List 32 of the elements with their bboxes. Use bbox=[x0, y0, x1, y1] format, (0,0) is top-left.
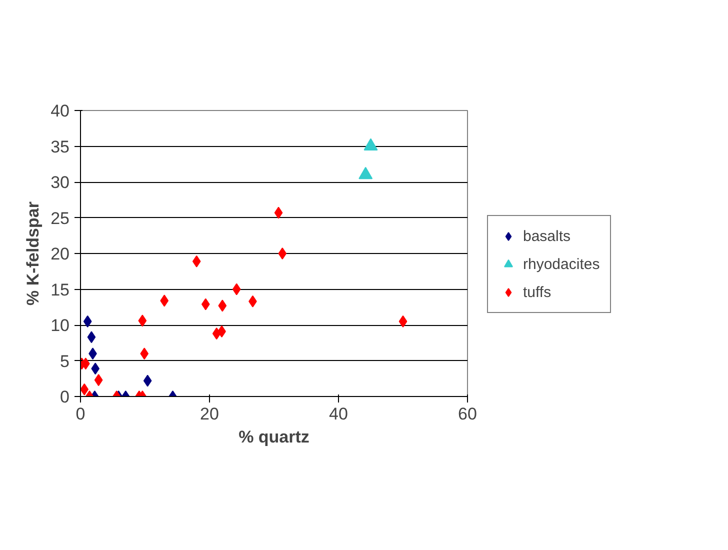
legend-label: basalts bbox=[523, 228, 571, 244]
x-tick-label: 20 bbox=[200, 404, 219, 424]
y-tick-label: 5 bbox=[60, 352, 70, 371]
point bbox=[140, 348, 149, 360]
y-tick-label: 10 bbox=[50, 316, 70, 335]
point bbox=[87, 331, 96, 344]
point bbox=[94, 374, 103, 386]
point bbox=[192, 255, 201, 268]
x-tick-label: 0 bbox=[76, 404, 86, 424]
y-tick-label: 40 bbox=[50, 102, 70, 120]
point bbox=[160, 294, 169, 307]
y-tick-label: 0 bbox=[60, 388, 70, 406]
point bbox=[278, 248, 287, 260]
point bbox=[274, 206, 283, 219]
point bbox=[138, 314, 147, 327]
point bbox=[232, 283, 241, 296]
point bbox=[83, 315, 92, 328]
y-axis-title: % K-feldspar bbox=[24, 201, 43, 306]
legend-label: rhyodacites bbox=[523, 256, 600, 272]
point bbox=[218, 300, 227, 312]
y-tick-label: 30 bbox=[50, 173, 70, 192]
y-tick-label: 20 bbox=[50, 244, 70, 264]
x-axis-title: % quartz bbox=[238, 428, 310, 446]
point bbox=[201, 298, 210, 310]
legend-label: tuffs bbox=[523, 284, 552, 300]
y-tick-label: 15 bbox=[50, 280, 70, 300]
point bbox=[398, 315, 408, 328]
y-tick-label: 25 bbox=[50, 208, 70, 228]
x-tick-label: 60 bbox=[458, 404, 477, 424]
point bbox=[143, 374, 152, 387]
y-tick-label: 35 bbox=[50, 137, 70, 156]
x-tick-label: 40 bbox=[329, 404, 348, 424]
